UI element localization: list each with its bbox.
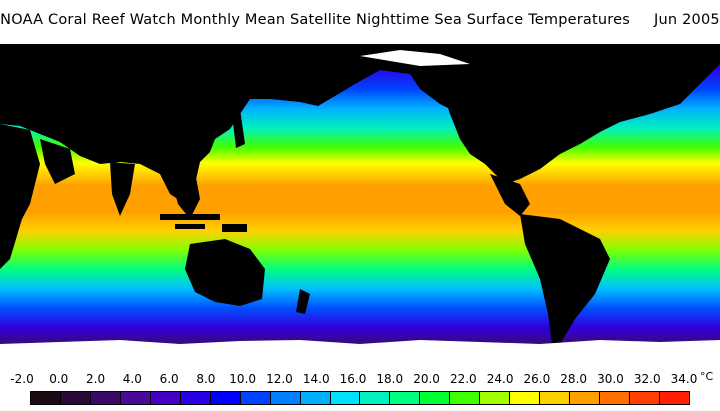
colorbar-tick-label: 20.0 xyxy=(413,372,440,386)
colorbar-swatch xyxy=(180,392,211,404)
colorbar-swatch xyxy=(210,392,241,404)
colorbar-swatch xyxy=(330,392,361,404)
colorbar-tick-labels: -2.0 0.0 2.0 4.0 6.0 8.0 10.0 12.0 14.0 16.0 18.0 2… xyxy=(0,372,720,390)
colorbar-swatch xyxy=(60,392,91,404)
land-masses xyxy=(0,44,720,344)
colorbar-tick-label: 32.0 xyxy=(633,372,661,386)
colorbar-swatch xyxy=(540,392,571,404)
colorbar-swatch xyxy=(570,392,601,404)
sea-surface-temperature-map xyxy=(0,44,720,366)
colorbar-swatch xyxy=(630,392,661,404)
colorbar-tick-label: 2.0 xyxy=(86,372,106,386)
colorbar-tick-label: 14.0 xyxy=(302,372,330,386)
colorbar-swatch xyxy=(270,392,301,404)
colorbar-swatch xyxy=(90,392,121,404)
colorbar-swatch xyxy=(420,392,451,404)
colorbar-swatch xyxy=(390,392,421,404)
colorbar-tick-label: 6.0 xyxy=(159,372,179,386)
colorbar-unit: °C xyxy=(700,370,714,383)
colorbar-tick-label: 0.0 xyxy=(49,372,69,386)
colorbar-tick-label: 10.0 xyxy=(229,372,257,386)
colorbar-tick-label: 30.0 xyxy=(597,372,624,386)
colorbar-tick-label: -2.0 xyxy=(10,372,34,386)
colorbar-tick-label: 4.0 xyxy=(122,372,142,386)
colorbar-tick-label: 16.0 xyxy=(339,372,367,386)
temperature-colorbar xyxy=(30,391,690,405)
colorbar-tick-label: 24.0 xyxy=(486,372,514,386)
colorbar-swatch xyxy=(240,392,271,404)
colorbar-swatch xyxy=(480,392,511,404)
colorbar-swatch xyxy=(600,392,631,404)
colorbar-swatch xyxy=(300,392,331,404)
colorbar-swatch xyxy=(510,392,541,404)
sea-ice xyxy=(0,50,720,366)
colorbar-swatch xyxy=(450,392,481,404)
colorbar-swatch xyxy=(360,392,391,404)
map-title: NOAA Coral Reef Watch Monthly Mean Satel… xyxy=(0,12,720,28)
colorbar-tick-label: 12.0 xyxy=(266,372,293,386)
colorbar-swatch xyxy=(660,392,689,404)
colorbar-swatch xyxy=(120,392,151,404)
colorbar-swatch xyxy=(31,392,61,404)
colorbar-tick-label: 18.0 xyxy=(376,372,404,386)
colorbar-tick-label: 8.0 xyxy=(196,372,216,386)
colorbar-tick-label: 26.0 xyxy=(523,372,551,386)
colorbar-tick-label: 34.0 xyxy=(670,372,698,386)
colorbar-tick-label: 22.0 xyxy=(449,372,477,386)
colorbar-tick-label: 28.0 xyxy=(560,372,588,386)
colorbar-swatch xyxy=(150,392,181,404)
